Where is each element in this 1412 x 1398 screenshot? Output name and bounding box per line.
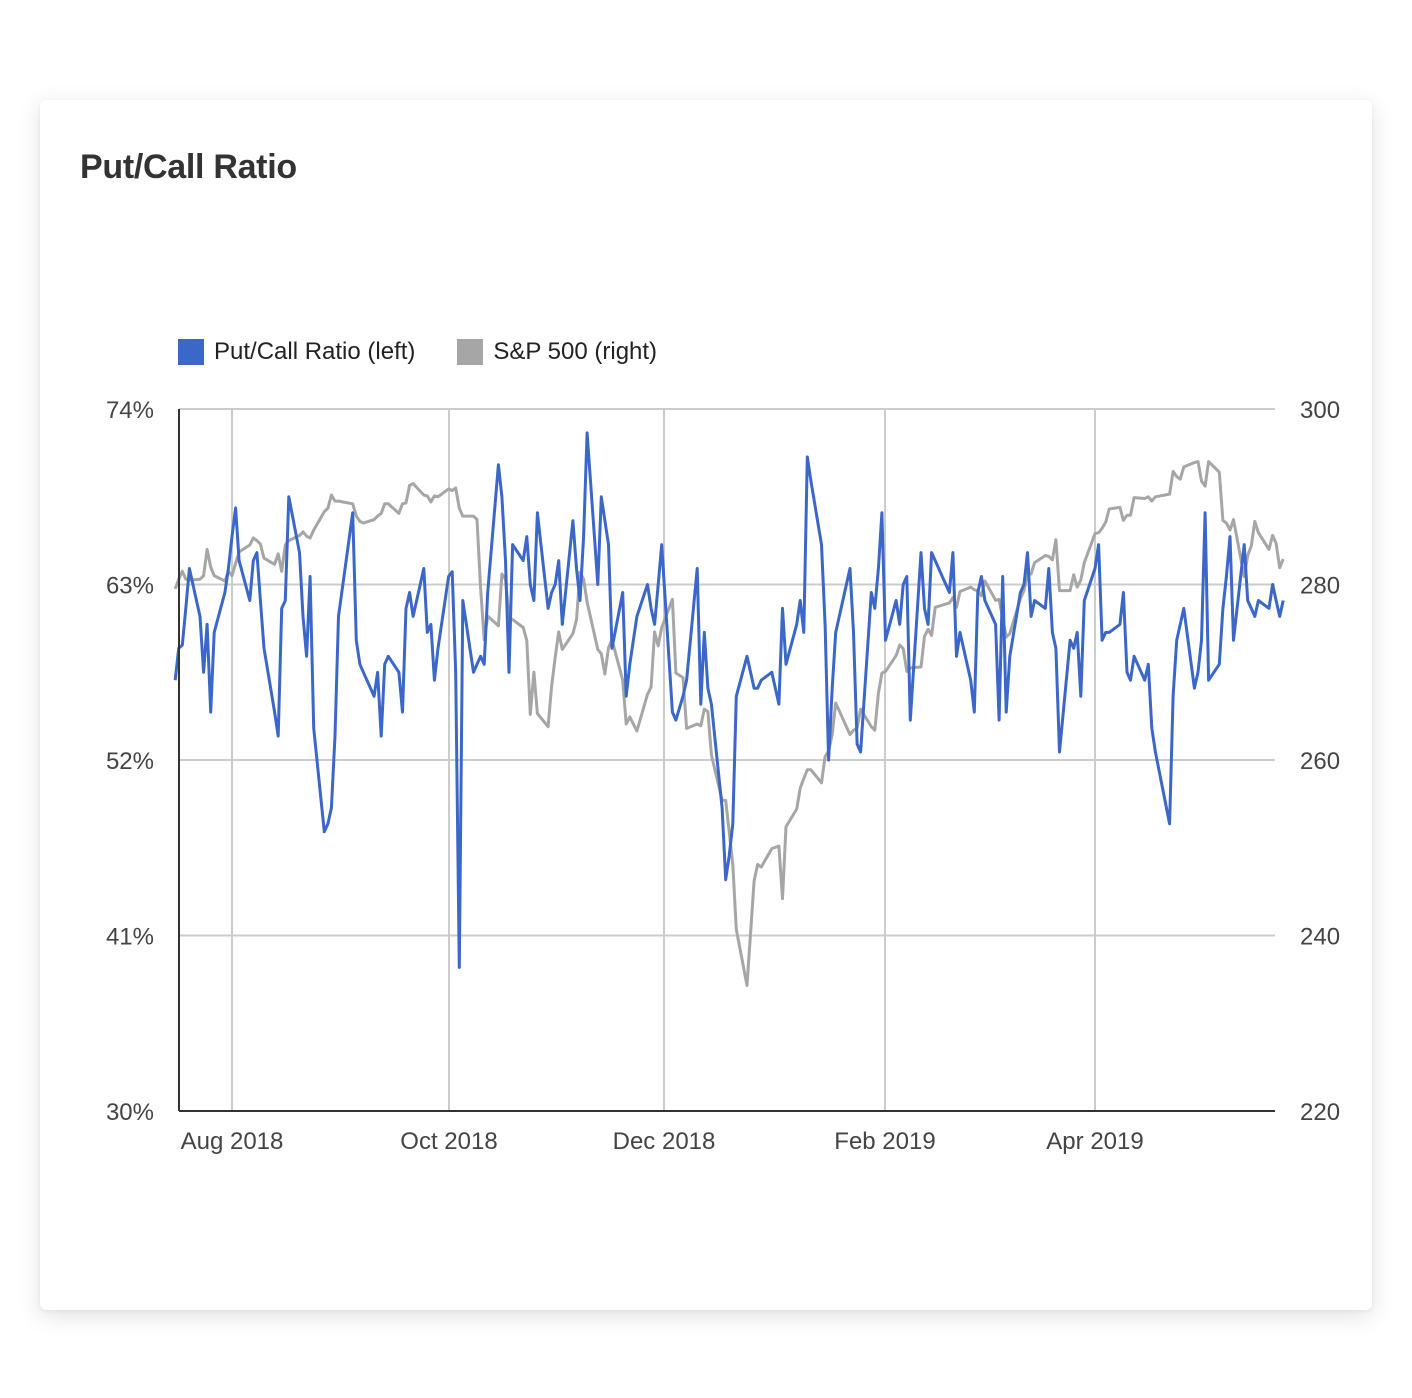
chart-title: Put/Call Ratio [80, 148, 297, 186]
y-tick-label-right: 260 [1300, 748, 1340, 775]
legend-item-put-call[interactable]: Put/Call Ratio (left) [178, 338, 415, 366]
y-tick-label-left: 74% [106, 397, 154, 424]
y-tick-label-left: 41% [106, 924, 154, 951]
chart-legend: Put/Call Ratio (left) S&P 500 (right) [178, 338, 699, 366]
y-tick-label-right: 300 [1300, 397, 1340, 424]
series-line-sp500 [173, 460, 1285, 987]
y-tick-label-left: 52% [106, 748, 154, 775]
series-line-put-call-ratio [173, 431, 1285, 969]
x-tick-label: Apr 2019 [1046, 1128, 1143, 1155]
x-tick-label: Aug 2018 [181, 1128, 284, 1155]
legend-item-sp500[interactable]: S&P 500 (right) [457, 338, 657, 366]
y-tick-label-left: 30% [106, 1099, 154, 1126]
y-tick-label-right: 240 [1300, 924, 1340, 951]
y-tick-label-right: 220 [1300, 1099, 1340, 1126]
x-tick-label: Oct 2018 [400, 1128, 497, 1155]
x-tick-label: Feb 2019 [834, 1128, 935, 1155]
legend-label-put-call: Put/Call Ratio (left) [214, 338, 416, 365]
legend-swatch-put-call [178, 339, 204, 365]
y-tick-label-left: 63% [106, 573, 154, 600]
legend-label-sp500: S&P 500 (right) [493, 338, 658, 365]
y-tick-label-right: 280 [1300, 573, 1340, 600]
legend-swatch-sp500 [457, 339, 484, 365]
x-tick-label: Dec 2018 [613, 1128, 716, 1155]
